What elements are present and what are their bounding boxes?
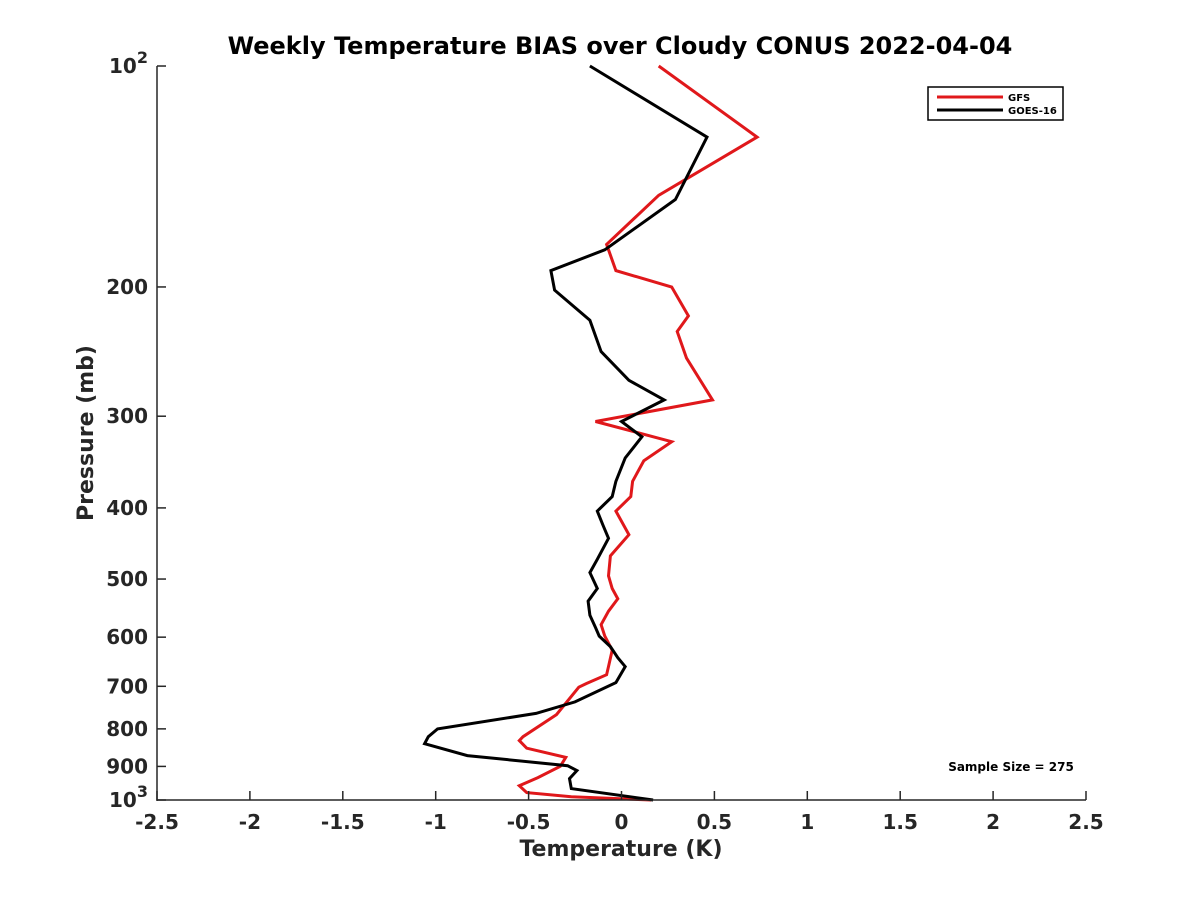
legend: GFS GOES-16	[927, 86, 1064, 121]
y-tick-label: 200	[106, 275, 148, 299]
series-line-goes-16	[422, 64, 709, 802]
x-tick-label: 0	[615, 810, 629, 834]
y-axis-label: Pressure (mb)	[74, 345, 99, 521]
y-tick-label: 300	[106, 404, 148, 428]
y-tick-label: 700	[106, 674, 148, 698]
y-tick-label: 900	[106, 754, 148, 778]
y-ticks: 102 200 300 400 500 600 700 800 900 103	[106, 48, 166, 812]
legend-label: GOES-16	[1008, 106, 1057, 117]
x-tick-label: 0.5	[697, 810, 732, 834]
legend-label: GFS	[1008, 93, 1030, 104]
series-layer	[422, 64, 760, 802]
y-tick-label: 600	[106, 625, 148, 649]
plot-area: -2.5 -2 -1.5 -1 -0.5 0 0.5 1 1.5 2 2.5 102 200 300 40…	[106, 48, 1103, 834]
x-tick-label: 1.5	[882, 810, 917, 834]
x-tick-label: -0.5	[507, 810, 551, 834]
y-tick-label: 102	[109, 48, 148, 78]
y-tick-label: 400	[106, 496, 148, 520]
x-ticks: -2.5 -2 -1.5 -1 -0.5 0 0.5 1 1.5 2 2.5	[135, 791, 1104, 834]
y-tick-label: 500	[106, 567, 148, 591]
x-tick-label: 2	[986, 810, 1000, 834]
legend-box	[927, 86, 1064, 121]
x-tick-label: 2.5	[1068, 810, 1103, 834]
x-tick-label: 1	[800, 810, 814, 834]
chart-title: Weekly Temperature BIAS over Cloudy CONU…	[228, 32, 1013, 60]
x-axis-label: Temperature (K)	[519, 837, 722, 862]
x-tick-label: -1	[425, 810, 447, 834]
x-tick-label: -2	[239, 810, 261, 834]
x-tick-label: -2.5	[135, 810, 179, 834]
sample-size-annotation: Sample Size = 275	[948, 760, 1074, 774]
x-tick-label: -1.5	[321, 810, 365, 834]
y-tick-label: 800	[106, 717, 148, 741]
series-line-gfs	[516, 64, 760, 802]
y-tick-label: 103	[109, 782, 148, 812]
